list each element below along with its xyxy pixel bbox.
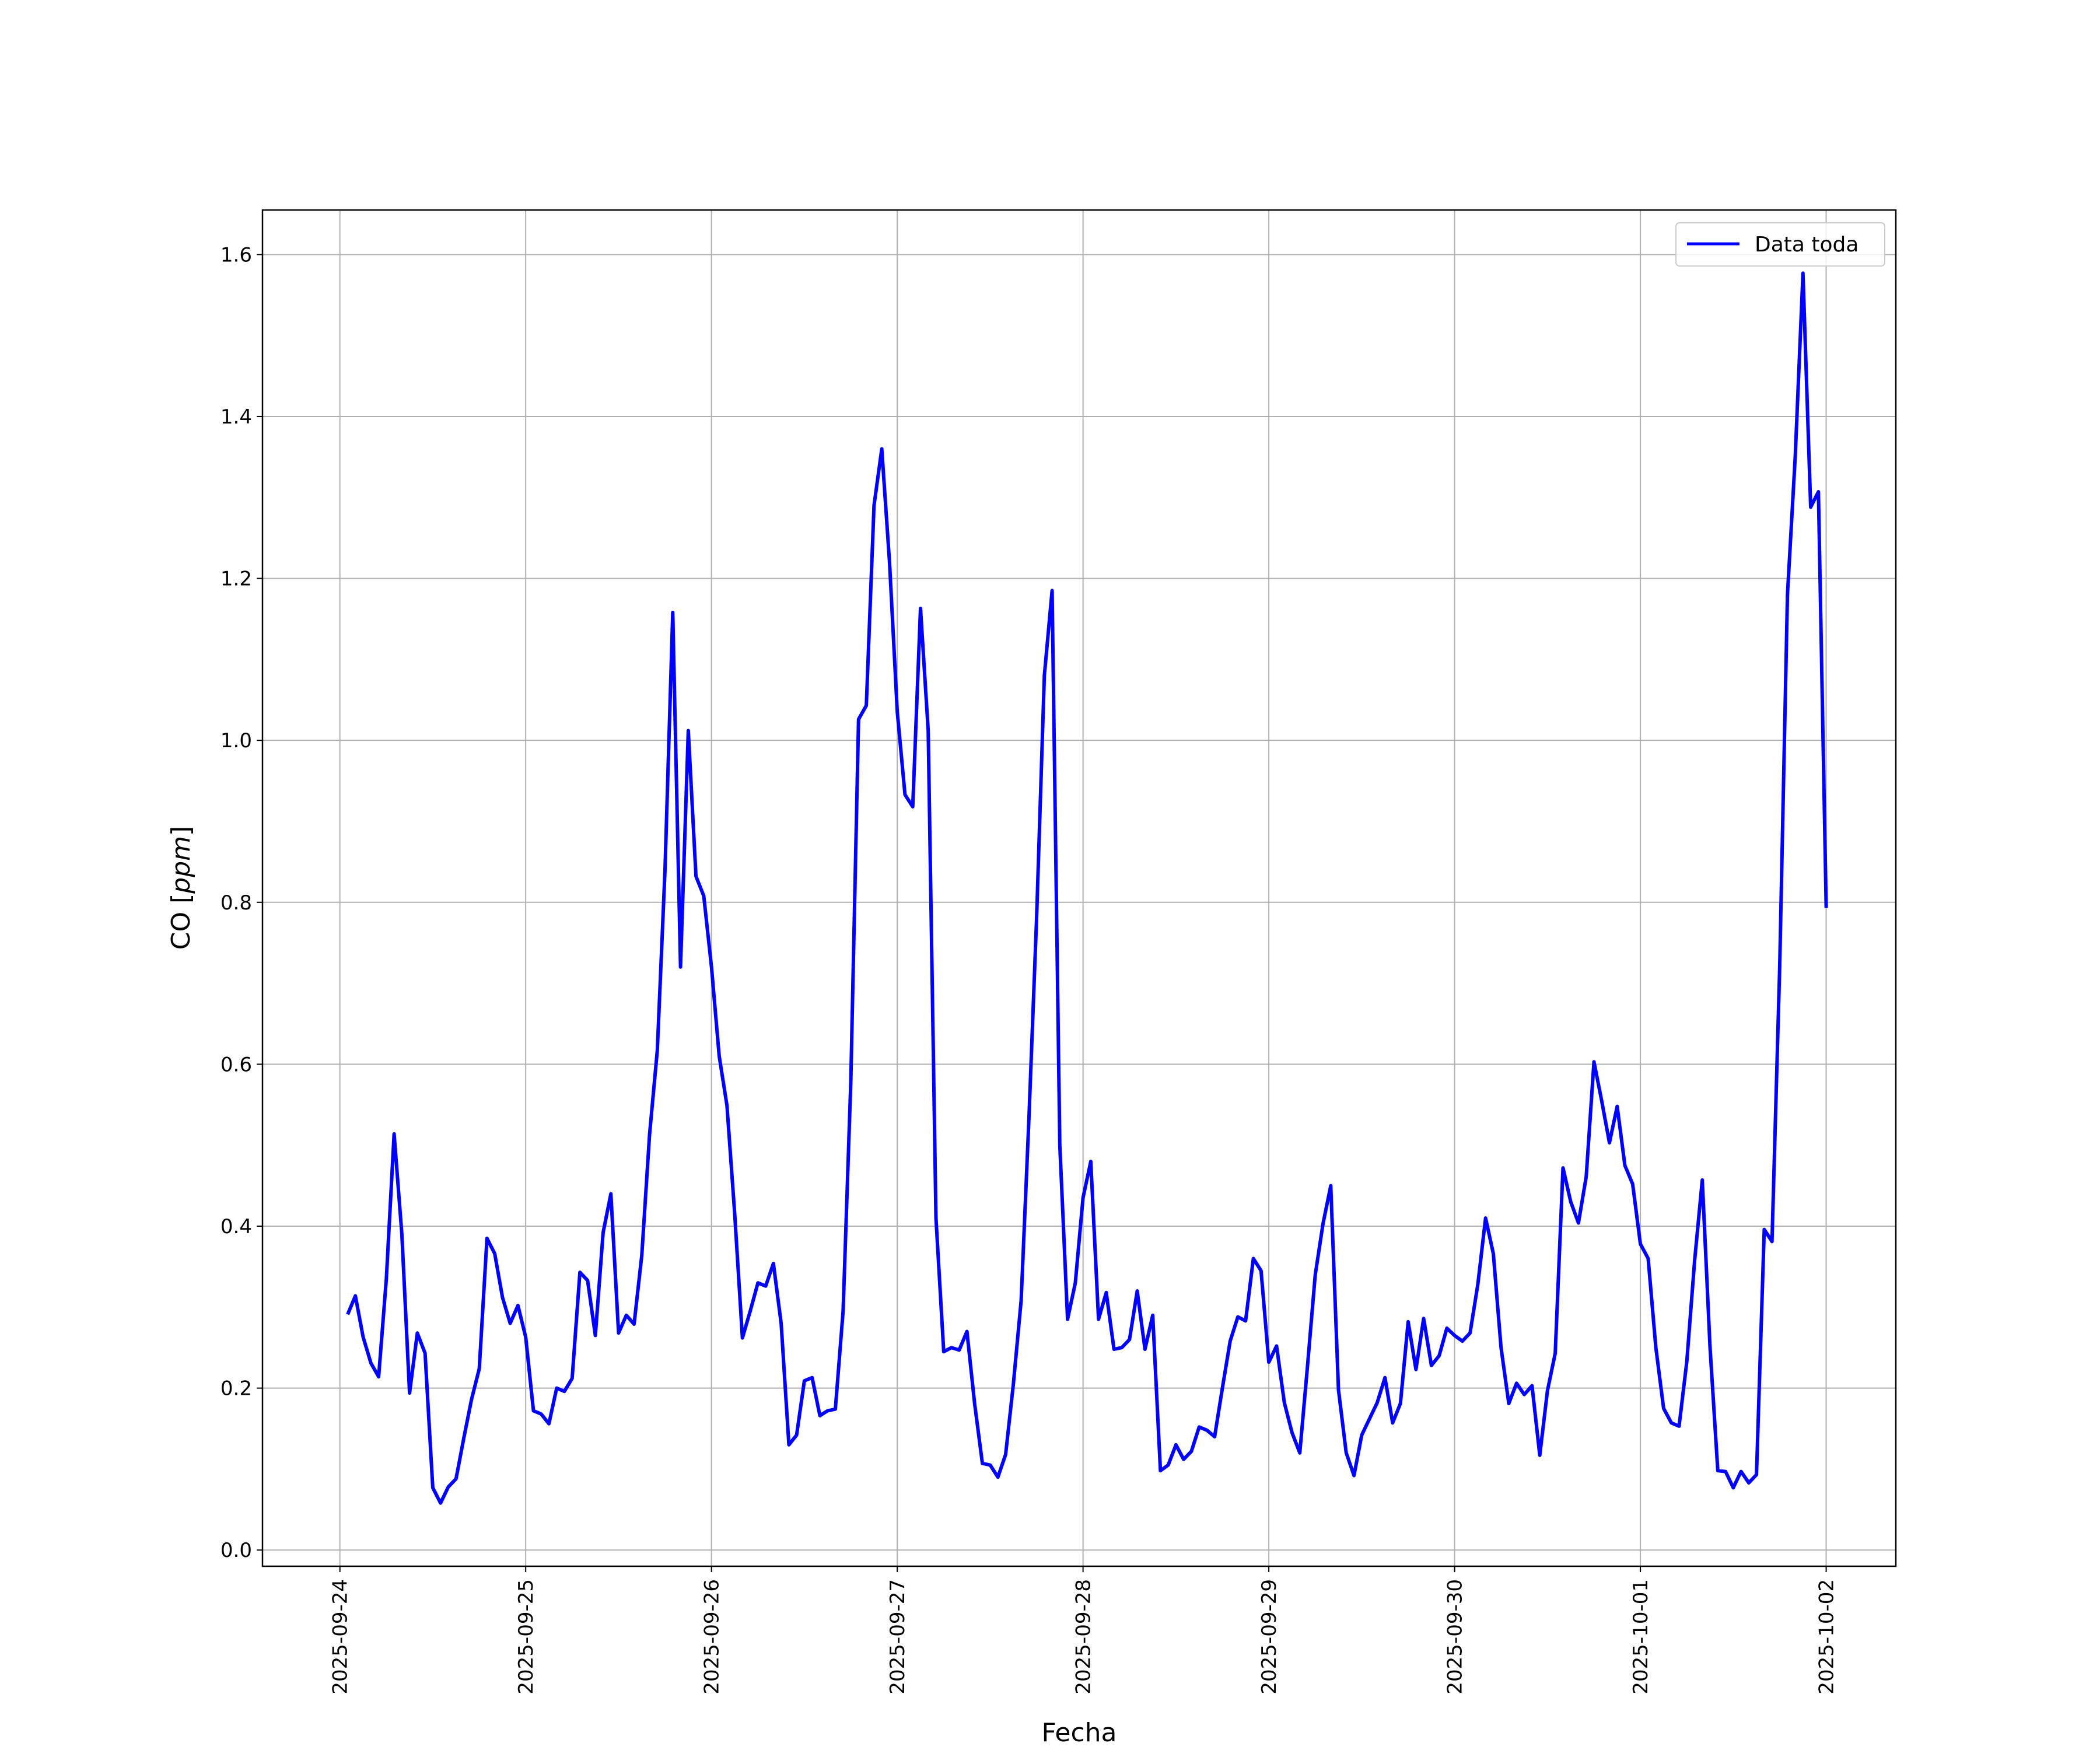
x-tick-label: 2025-09-30 (1444, 1579, 1467, 1695)
x-tick-label: 2025-09-25 (514, 1579, 538, 1695)
y-tick-label: 0.2 (220, 1377, 252, 1401)
x-tick-label: 2025-09-28 (1072, 1579, 1096, 1695)
y-tick-label: 1.0 (220, 729, 252, 752)
axis-ticks: 0.0 0.2 0.4 0.6 0.8 1.0 1.2 1.4 1.6 2025-09-24 202… (220, 243, 1839, 1694)
y-tick-label: 0.8 (220, 891, 252, 915)
x-tick-label: 2025-10-01 (1629, 1579, 1653, 1695)
legend: Data toda (1675, 222, 1885, 267)
y-tick-label: 0.6 (220, 1053, 252, 1076)
y-axis-label-unit: ppm (166, 836, 196, 894)
x-tick-label: 2025-09-26 (701, 1579, 724, 1695)
y-tick-label: 0.4 (220, 1215, 252, 1238)
y-axis-label-quantity: CO (166, 912, 196, 950)
series-line-0 (346, 271, 1828, 1505)
y-axis-label: CO [ppm] (166, 826, 196, 950)
y-tick-label: 0.0 (220, 1539, 252, 1562)
y-tick-label: 1.2 (220, 568, 252, 591)
x-axis-label: Fecha (1041, 1718, 1116, 1748)
plot-area-frame (261, 209, 1897, 1567)
x-tick-label: 2025-09-29 (1258, 1579, 1281, 1695)
x-tick-label: 2025-09-24 (329, 1579, 352, 1695)
legend-label-data-toda: Data toda (1755, 233, 1859, 257)
x-tick-label: 2025-10-02 (1815, 1579, 1839, 1695)
y-tick-label: 1.4 (220, 405, 252, 429)
legend-box (1675, 222, 1885, 267)
x-tick-label: 2025-09-27 (886, 1579, 909, 1695)
series-layer (346, 271, 1828, 1505)
y-tick-label: 1.6 (220, 243, 252, 267)
